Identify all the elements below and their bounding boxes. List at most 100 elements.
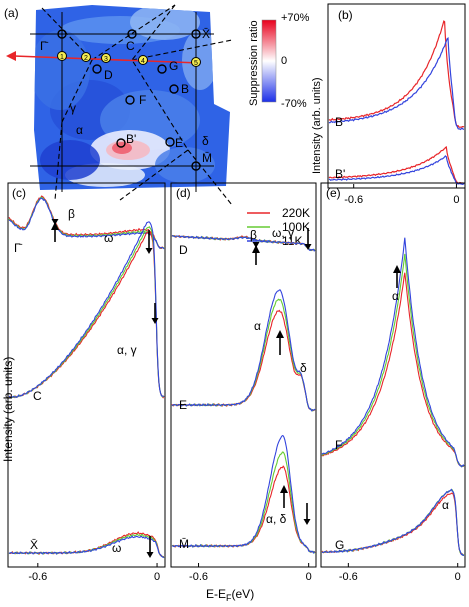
panel-d-label: (d) — [176, 186, 191, 200]
panel-b-curve-Bp-0 — [328, 145, 465, 185]
shared-xlabel-sub: F — [226, 593, 232, 603]
panel-c-curve-label-2: X̄ — [30, 538, 38, 552]
panel-e-frame — [320, 182, 466, 568]
panel-c-curve-gamma-1 — [8, 196, 165, 249]
k-point-label-9: M̄ — [202, 151, 212, 165]
heatmap-patch-5 — [34, 30, 90, 110]
k-point-label-0: Γ̄ — [40, 39, 49, 53]
panel-c-annot-omega-top: ω — [104, 231, 113, 245]
panel-c-curve-gamma-2 — [8, 197, 165, 250]
panel-b-curve-label-1: B' — [335, 167, 345, 181]
zone-boundary-1 — [61, 59, 93, 123]
panel-e-curve-label-1: G — [335, 538, 344, 552]
panel-d-arrow-omega — [304, 228, 312, 250]
k-point-2 — [191, 29, 201, 39]
cut-point-4 — [138, 55, 148, 65]
zone-boundary-6 — [54, 121, 63, 201]
cut-number-3: 3 — [104, 56, 108, 63]
panel-b-curve-Bp-1 — [328, 155, 465, 186]
panel-c-curve-label-0: Γ̄ — [14, 241, 23, 255]
panel-c-curve-C-1 — [8, 226, 165, 399]
panel-e-label: (e) — [326, 186, 341, 200]
panel-e-annot-alpha-G: α — [442, 498, 449, 512]
panel-e-curve-F-1 — [321, 253, 465, 468]
panel-d-arrow-alpha-head — [276, 330, 284, 338]
panel-d-annot-beta: β — [250, 228, 257, 242]
heatmap-patch-1 — [130, 5, 200, 40]
panel-d-ticklabel-1: 0 — [306, 571, 312, 583]
panel-e-curve-label-0: F — [335, 438, 342, 452]
cut-number-1: 1 — [60, 54, 64, 61]
colorbar-max-label: +70% — [281, 12, 310, 24]
panel-d-annot-omega-gamma: ω, γ — [272, 226, 294, 240]
panel-d-curve-label-0: D — [179, 243, 188, 257]
k-point-3 — [92, 64, 102, 74]
panel-c-arrow-omega-bottom — [146, 536, 154, 558]
panel-b-frame — [327, 3, 466, 189]
k-point-1 — [127, 29, 137, 39]
k-point-label-3: D — [104, 68, 113, 82]
panel-b-ticklabel-1: 0 — [453, 194, 459, 206]
panel-a-label: (a) — [4, 6, 19, 20]
k-point-4 — [157, 64, 167, 74]
k-point-5 — [169, 84, 179, 94]
k-point-label-2: X̄ — [202, 27, 210, 41]
heatmap-patch-11 — [40, 140, 100, 180]
panel-b-curve-B-1 — [328, 37, 465, 131]
panel-c-arrow-omega-top — [145, 230, 153, 254]
heatmap-patch-10 — [155, 147, 215, 183]
panel-d-frame — [170, 182, 317, 568]
panel-d-annot-alpha-delta: α, δ — [266, 512, 287, 526]
panel-c-curve-label-1: C — [33, 389, 42, 403]
panel-b-curve-label-0: B — [335, 115, 343, 129]
panel-e-ticklabel-0: -0.6 — [339, 571, 358, 583]
k-point-label-7: B' — [126, 132, 136, 146]
panel-d-arrow-delta — [303, 503, 311, 525]
panel-c-arrow-alphagamma-head — [151, 318, 159, 324]
k-point-7 — [116, 138, 126, 148]
panel-d-arrow-delta-head — [303, 519, 311, 525]
k-point-8 — [165, 137, 175, 147]
colorbar-title: Suppression ratio — [248, 20, 260, 106]
panel-e-curve-F-0 — [321, 272, 465, 467]
panel-c-arrow-beta-head — [51, 222, 59, 230]
panel-c-arrow-omega-top-head — [145, 248, 153, 254]
shared-xlabel-main: E-E — [206, 587, 226, 601]
zone-boundary-5 — [187, 149, 233, 206]
panel-d-curve-E-1 — [171, 298, 316, 412]
panel-c-arrow-omega-bottom-head — [146, 552, 154, 558]
cut-number-2: 2 — [84, 55, 88, 62]
panel-e-ticklabel-1: 0 — [455, 571, 461, 583]
cut-number-5: 5 — [194, 60, 198, 67]
panel-d-annot-delta: δ — [300, 361, 307, 375]
panel-d-ticklabel-0: -0.6 — [189, 571, 208, 583]
panel-c-annot-alpha-gamma: α, γ — [117, 343, 137, 357]
cut-point-3 — [101, 53, 111, 63]
colorbar — [261, 19, 277, 103]
panel-d-curve-label-1: E — [179, 398, 187, 412]
panel-d-curve-label-2: M̄ — [179, 537, 189, 551]
k-point-0 — [57, 29, 67, 39]
k-point-label-8: E — [175, 136, 183, 150]
panel-c-label: (c) — [12, 186, 26, 200]
k-point-9 — [191, 161, 201, 171]
panel-d-annot-alpha: α — [254, 319, 261, 333]
legend-label-0: 220K — [282, 206, 310, 220]
panel-c-arrow-alphagamma — [151, 303, 159, 324]
panel-c-ticklabel-1: 0 — [154, 571, 160, 583]
panel-c-curve-X-2 — [8, 535, 165, 559]
panel-d-arrow-beta-head — [252, 245, 260, 253]
cut-point-2 — [81, 52, 91, 62]
k-point-6 — [125, 95, 135, 105]
legend-label-2: 11K — [282, 234, 302, 248]
panel-b-ylabel: Intensity (arb. units) — [311, 77, 323, 174]
k-point-label-4: G — [169, 59, 178, 73]
panel-b-label: (b) — [338, 8, 353, 22]
cut-number-4: 4 — [141, 58, 145, 65]
cut-arrowhead — [6, 51, 16, 61]
panel-e-curve-F-2 — [321, 237, 465, 468]
region-delta: δ — [202, 134, 209, 148]
zone-boundary-4 — [131, 39, 233, 61]
k-point-label-1: C — [126, 39, 135, 53]
panel-e-arrow-head — [393, 265, 401, 273]
